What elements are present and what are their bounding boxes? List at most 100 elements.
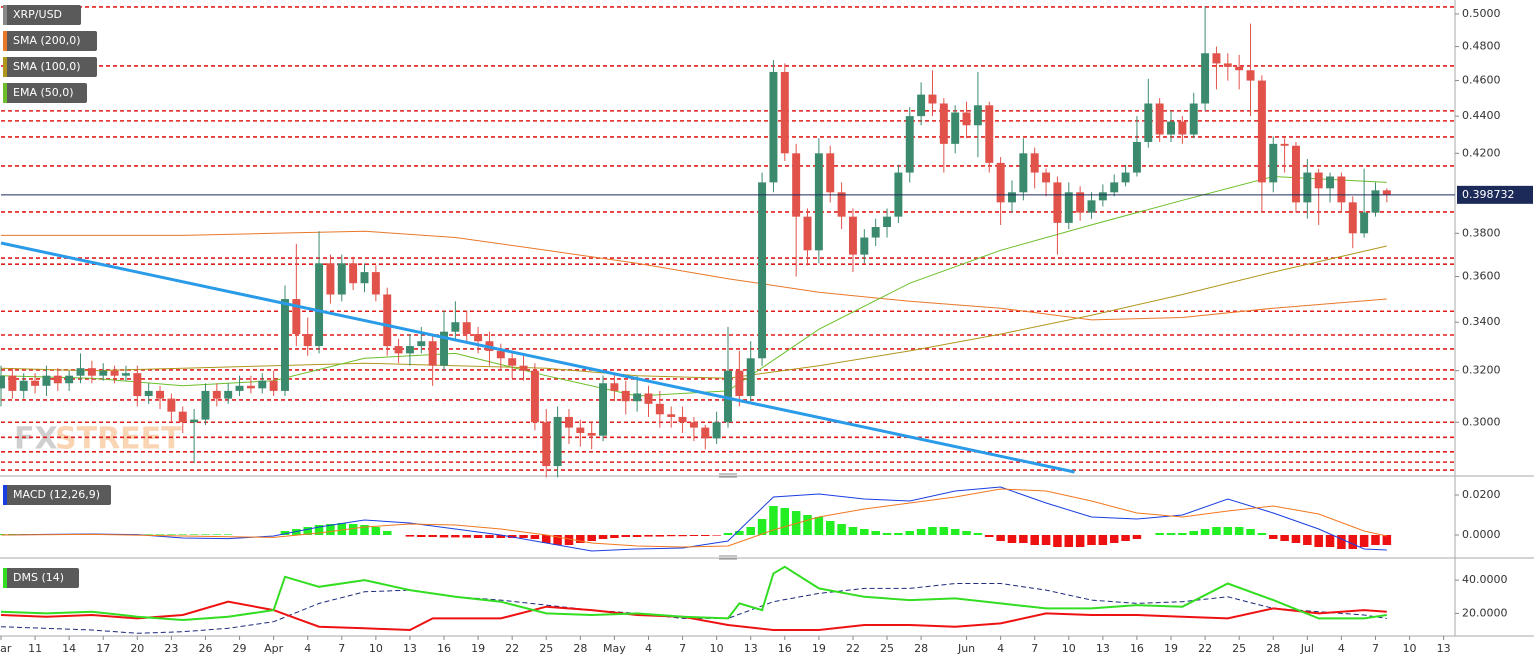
x-tick-label: 25 bbox=[539, 642, 553, 655]
candle-body bbox=[349, 263, 358, 284]
candle-body bbox=[564, 416, 573, 428]
histogram-bar bbox=[564, 535, 574, 545]
line bbox=[0, 486, 1387, 552]
histogram-bar bbox=[678, 535, 687, 537]
candle-body bbox=[996, 162, 1005, 203]
histogram-bar bbox=[303, 527, 312, 535]
histogram-bar bbox=[280, 531, 290, 535]
candle-body bbox=[871, 227, 880, 238]
candle-body bbox=[121, 373, 130, 376]
candle-body bbox=[87, 368, 96, 376]
histogram-bar bbox=[621, 535, 631, 537]
candle-body bbox=[1246, 70, 1255, 81]
candle-body bbox=[1201, 53, 1210, 104]
legend-box bbox=[3, 485, 111, 505]
histogram-bar bbox=[1098, 535, 1108, 545]
candle-body bbox=[1212, 53, 1221, 64]
x-tick-label: 13 bbox=[1437, 642, 1451, 655]
x-tick-label: Jun bbox=[957, 642, 975, 655]
histogram-bar bbox=[894, 533, 903, 535]
histogram-bar bbox=[882, 533, 892, 535]
histogram-bar bbox=[962, 531, 971, 535]
x-tick-label: May bbox=[603, 642, 626, 655]
line bbox=[0, 565, 1387, 622]
legend-label: SMA (200,0) bbox=[13, 34, 81, 47]
candle-body bbox=[758, 182, 767, 359]
candle-body bbox=[826, 153, 835, 193]
histogram-bar bbox=[167, 534, 176, 535]
candle-body bbox=[1337, 176, 1346, 203]
histogram-bar bbox=[666, 535, 676, 537]
candle-body bbox=[1348, 202, 1357, 234]
candle-body bbox=[178, 411, 187, 423]
histogram-bar bbox=[155, 534, 165, 535]
candle-body bbox=[530, 370, 539, 423]
x-tick-label: 13 bbox=[403, 642, 417, 655]
candle-body bbox=[1360, 212, 1369, 234]
legend-swatch bbox=[3, 31, 7, 51]
candle-body bbox=[428, 341, 437, 366]
candle-body bbox=[519, 365, 528, 371]
candle-body bbox=[814, 153, 823, 251]
candle-body bbox=[440, 331, 448, 366]
histogram-bar bbox=[326, 524, 335, 535]
histogram-bar bbox=[519, 535, 528, 538]
histogram-bar bbox=[644, 535, 653, 537]
x-tick-label: 13 bbox=[1096, 642, 1110, 655]
histogram-bar bbox=[1030, 535, 1039, 545]
candle-body bbox=[883, 216, 892, 228]
y-tick-label: 0.0000 bbox=[1462, 528, 1501, 541]
candle-body bbox=[31, 380, 40, 386]
histogram-bar bbox=[576, 535, 585, 543]
legend-swatch bbox=[3, 57, 7, 77]
candle-body bbox=[451, 322, 460, 332]
candle-body bbox=[678, 416, 687, 423]
candle-body bbox=[383, 294, 392, 347]
histogram-bar bbox=[655, 535, 665, 537]
candle-body bbox=[1132, 141, 1141, 173]
candle-body bbox=[326, 263, 335, 295]
legend-label: DMS (14) bbox=[13, 571, 64, 584]
histogram-bar bbox=[1223, 527, 1233, 535]
histogram-bar bbox=[1166, 533, 1176, 535]
histogram-bar bbox=[428, 535, 437, 537]
candle-body bbox=[292, 299, 301, 335]
candle-body bbox=[973, 105, 982, 126]
histogram-bar bbox=[1189, 531, 1198, 535]
histogram-bar bbox=[212, 534, 222, 535]
histogram-bar bbox=[996, 535, 1005, 541]
x-tick-label: 25 bbox=[1232, 642, 1246, 655]
histogram-bar bbox=[314, 525, 324, 535]
legend-swatch bbox=[3, 568, 7, 588]
histogram-bar bbox=[825, 521, 835, 535]
legend-label: EMA (50,0) bbox=[13, 86, 74, 99]
y-tick-label: 0.4200 bbox=[1462, 146, 1501, 159]
histogram-bar bbox=[723, 533, 733, 535]
x-tick-label: 19 bbox=[812, 642, 826, 655]
y-tick-label: 0.3000 bbox=[1462, 415, 1501, 428]
histogram-bar bbox=[769, 506, 778, 535]
candle-body bbox=[837, 192, 846, 217]
histogram-bar bbox=[417, 535, 426, 537]
histogram-bar bbox=[1337, 535, 1346, 549]
x-tick-label: 10 bbox=[710, 642, 724, 655]
candle-body bbox=[496, 350, 505, 359]
histogram-bar bbox=[1257, 533, 1267, 535]
x-tick-label: 22 bbox=[846, 642, 860, 655]
histogram-bar bbox=[189, 534, 199, 535]
histogram-bar bbox=[1087, 535, 1096, 545]
candle-body bbox=[303, 334, 312, 347]
candle-body bbox=[235, 385, 244, 391]
watermark: FX STREET bbox=[14, 422, 182, 457]
candle-body bbox=[1326, 176, 1335, 189]
watermark-fx: FX bbox=[14, 422, 58, 457]
candle-body bbox=[712, 422, 721, 439]
legend-box bbox=[3, 57, 97, 77]
x-tick-label: 10 bbox=[369, 642, 383, 655]
legend-box bbox=[3, 31, 97, 51]
candle-body bbox=[576, 427, 585, 433]
histogram-bar bbox=[950, 529, 960, 535]
panel-handle bbox=[719, 473, 737, 560]
candle-body bbox=[951, 112, 960, 144]
